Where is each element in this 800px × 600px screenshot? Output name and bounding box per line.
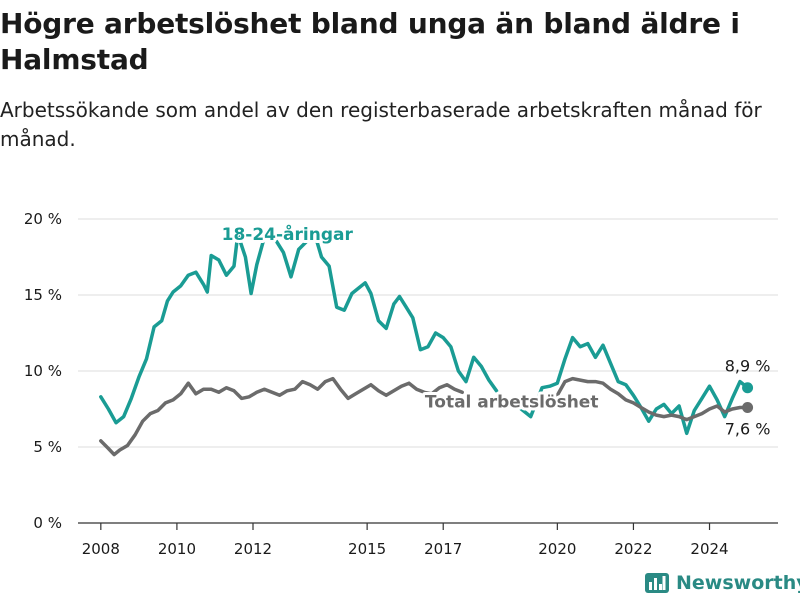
data-series — [99, 229, 754, 457]
annotation-labels: 8,9 %7,6 %18-24-åringar18-24-åringarTota… — [219, 220, 771, 438]
series-label-youth: 18-24-åringar — [222, 223, 354, 245]
annotation-halo: Total arbetslöshet — [425, 392, 599, 412]
newsworthy-logo: Newsworthy — [644, 568, 800, 598]
series-label-total: Total arbetslöshet — [425, 392, 599, 412]
end-point-youth — [742, 382, 754, 394]
series-line-total — [99, 376, 750, 457]
y-tick-label: 20 % — [24, 210, 62, 228]
y-tick-label: 10 % — [24, 362, 62, 380]
grid-lines — [78, 218, 778, 524]
chart-title: Högre arbetslöshet bland unga än bland ä… — [0, 7, 740, 76]
end-label-youth: 8,9 % — [725, 357, 771, 376]
x-tick-label: 2022 — [614, 540, 652, 558]
series-line-youth — [99, 229, 750, 436]
y-tick-label: 15 % — [24, 286, 62, 304]
x-tick-label: 2015 — [348, 540, 386, 558]
brand-name: Newsworthy — [676, 572, 800, 594]
x-tick-label: 2024 — [690, 540, 728, 558]
x-axis-ticks: 2008 2010 2012 2015 2017 2020 2022 2024 — [82, 523, 729, 558]
y-tick-label: 5 % — [33, 438, 62, 456]
x-tick-label: 2008 — [82, 540, 120, 558]
x-tick-label: 2020 — [538, 540, 576, 558]
x-tick-label: 2012 — [234, 540, 272, 558]
end-label-total: 7,6 % — [725, 419, 771, 438]
y-tick-label: 0 % — [33, 514, 62, 532]
chart-subtitle: Arbetssökande som andel av den registerb… — [0, 98, 762, 151]
bar-chart-icon — [645, 573, 669, 593]
annotation-halo: 18-24-åringar — [222, 223, 354, 245]
x-tick-label: 2010 — [158, 540, 196, 558]
end-point-total — [742, 401, 754, 413]
y-axis-ticks: 0 % 5 % 10 % 15 % 20 % — [24, 210, 62, 532]
x-tick-label: 2017 — [424, 540, 462, 558]
